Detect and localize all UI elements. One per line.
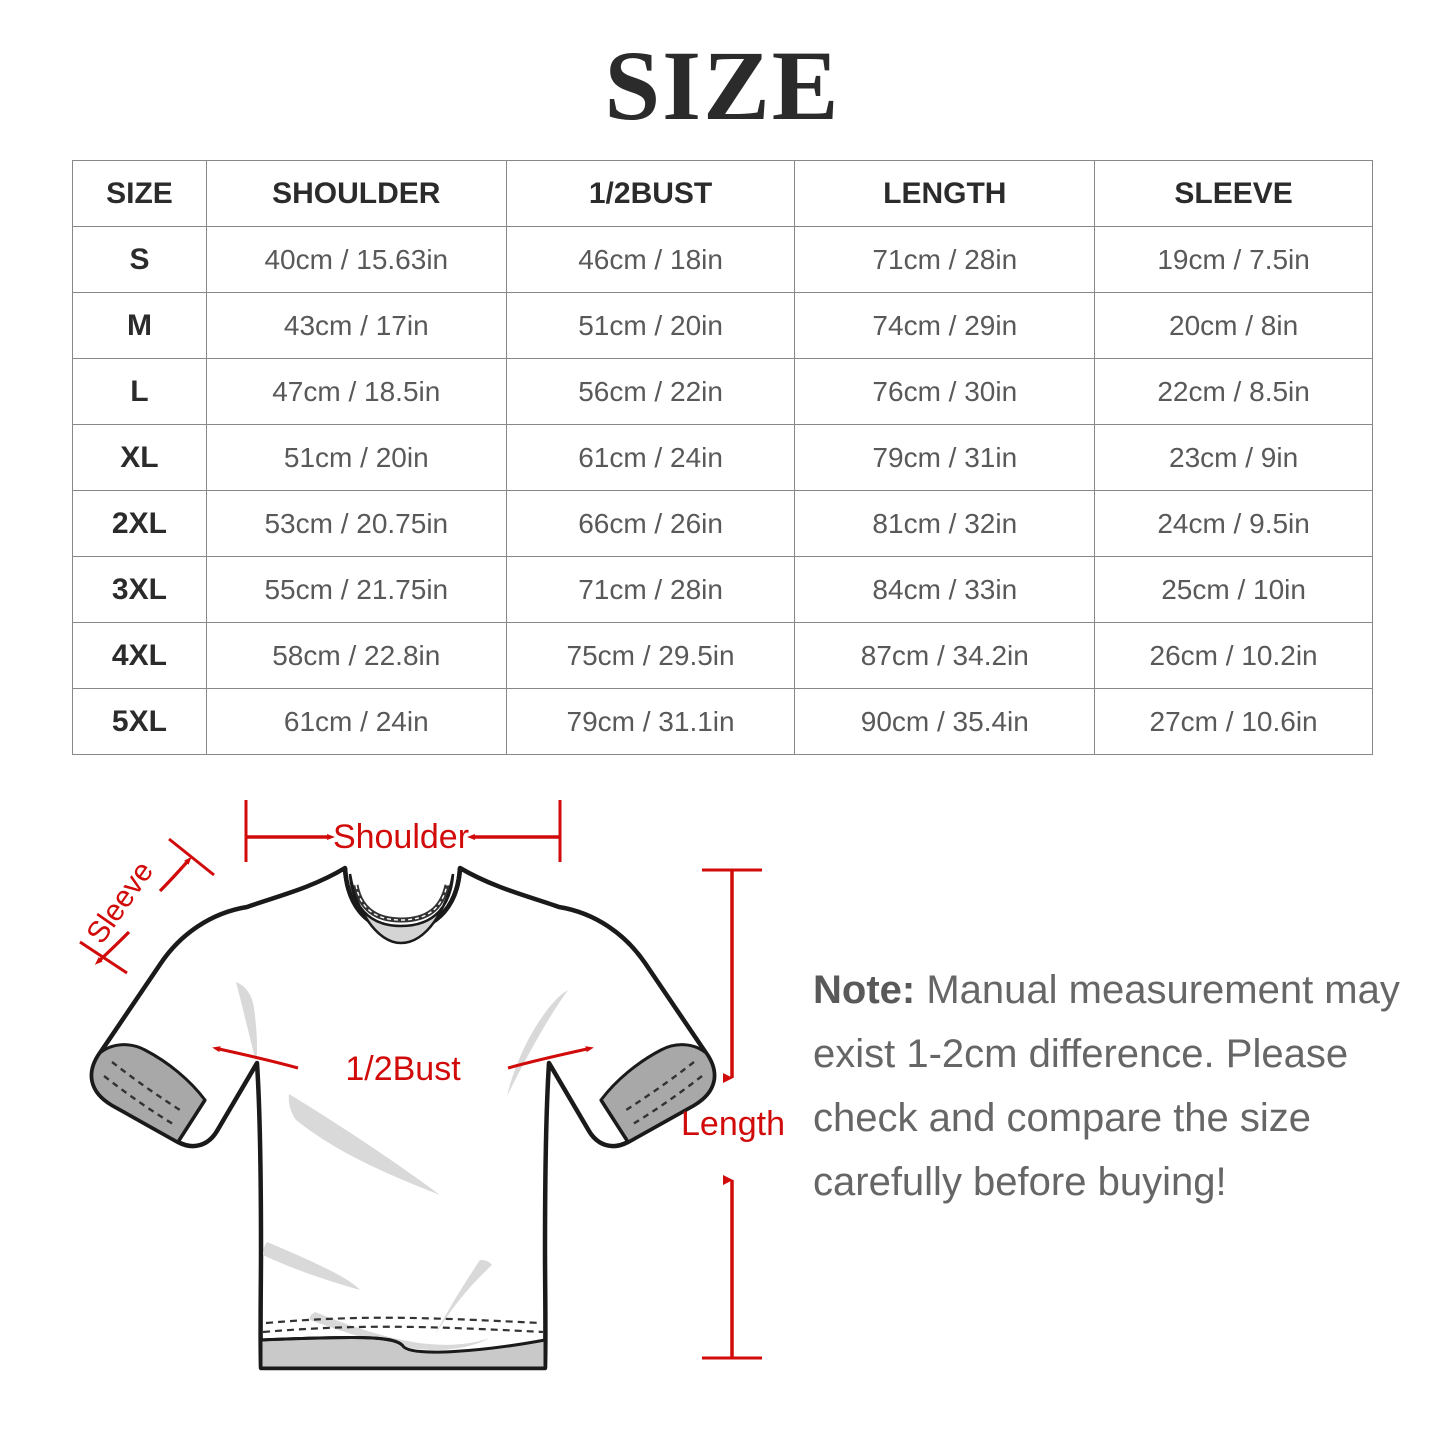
svg-text:1/2Bust: 1/2Bust xyxy=(345,1050,461,1088)
svg-text:Length: Length xyxy=(681,1105,785,1143)
svg-text:Shoulder: Shoulder xyxy=(333,818,469,856)
svg-text:Sleeve: Sleeve xyxy=(80,856,160,950)
